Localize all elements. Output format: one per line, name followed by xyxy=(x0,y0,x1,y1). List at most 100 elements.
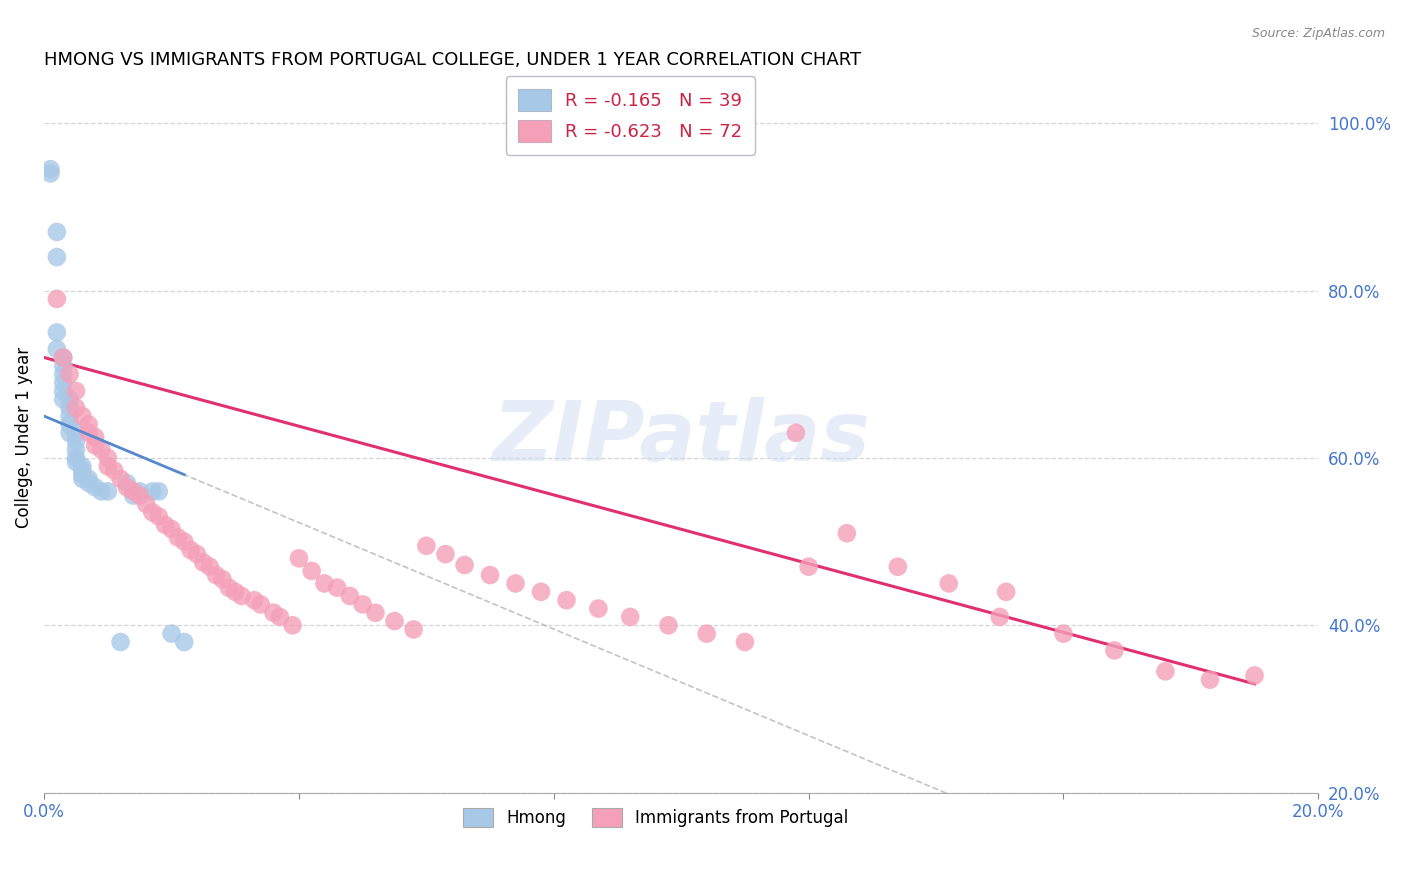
Point xyxy=(505,576,527,591)
Point xyxy=(97,484,120,499)
Point xyxy=(65,434,87,449)
Point xyxy=(135,497,157,511)
Point xyxy=(115,480,138,494)
Point xyxy=(65,455,87,469)
Point xyxy=(173,534,195,549)
Point xyxy=(657,618,679,632)
Point xyxy=(58,392,80,407)
Point xyxy=(58,409,80,423)
Point xyxy=(97,450,120,465)
Point xyxy=(415,539,437,553)
Point xyxy=(218,581,240,595)
Point xyxy=(52,376,75,390)
Point xyxy=(52,384,75,398)
Point xyxy=(52,392,75,407)
Point xyxy=(52,359,75,373)
Point xyxy=(58,417,80,432)
Point xyxy=(434,547,457,561)
Point xyxy=(65,442,87,457)
Point xyxy=(103,463,125,477)
Point xyxy=(45,225,67,239)
Point xyxy=(193,556,215,570)
Point xyxy=(115,476,138,491)
Point xyxy=(1199,673,1222,687)
Text: HMONG VS IMMIGRANTS FROM PORTUGAL COLLEGE, UNDER 1 YEAR CORRELATION CHART: HMONG VS IMMIGRANTS FROM PORTUGAL COLLEG… xyxy=(44,51,862,69)
Point xyxy=(122,489,145,503)
Point xyxy=(72,472,94,486)
Point xyxy=(588,601,610,615)
Point xyxy=(314,576,336,591)
Point xyxy=(269,610,291,624)
Point xyxy=(65,401,87,415)
Point xyxy=(84,430,107,444)
Point xyxy=(90,442,112,457)
Point xyxy=(453,558,475,572)
Point xyxy=(122,484,145,499)
Point xyxy=(173,635,195,649)
Point xyxy=(262,606,284,620)
Point xyxy=(160,626,183,640)
Point xyxy=(281,618,304,632)
Point xyxy=(384,614,406,628)
Point xyxy=(249,598,271,612)
Point xyxy=(148,509,170,524)
Point xyxy=(186,547,208,561)
Point xyxy=(205,568,228,582)
Point xyxy=(797,559,820,574)
Legend: Hmong, Immigrants from Portugal: Hmong, Immigrants from Portugal xyxy=(457,802,855,834)
Point xyxy=(72,467,94,482)
Point xyxy=(45,250,67,264)
Point xyxy=(1052,626,1074,640)
Point xyxy=(153,517,176,532)
Point xyxy=(141,505,163,519)
Point xyxy=(58,368,80,382)
Point xyxy=(84,438,107,452)
Point xyxy=(288,551,311,566)
Point xyxy=(160,522,183,536)
Point xyxy=(72,409,94,423)
Point xyxy=(224,584,246,599)
Point xyxy=(734,635,756,649)
Point xyxy=(58,401,80,415)
Point xyxy=(84,480,107,494)
Point xyxy=(110,635,132,649)
Point xyxy=(65,384,87,398)
Point xyxy=(39,162,62,177)
Point xyxy=(198,559,221,574)
Text: Source: ZipAtlas.com: Source: ZipAtlas.com xyxy=(1251,27,1385,40)
Point xyxy=(339,589,361,603)
Point xyxy=(58,425,80,440)
Point xyxy=(530,584,553,599)
Point xyxy=(995,584,1018,599)
Point xyxy=(45,292,67,306)
Text: ZIPatlas: ZIPatlas xyxy=(492,397,870,477)
Point xyxy=(1104,643,1126,657)
Point xyxy=(1154,665,1177,679)
Point xyxy=(52,368,75,382)
Point xyxy=(77,425,100,440)
Point xyxy=(364,606,387,620)
Point xyxy=(39,166,62,180)
Point xyxy=(141,484,163,499)
Point xyxy=(72,463,94,477)
Point xyxy=(696,626,718,640)
Point xyxy=(167,530,190,544)
Point xyxy=(938,576,960,591)
Point xyxy=(1243,668,1265,682)
Point xyxy=(128,484,150,499)
Point xyxy=(180,543,202,558)
Point xyxy=(52,351,75,365)
Point xyxy=(326,581,349,595)
Point xyxy=(97,459,120,474)
Point xyxy=(301,564,323,578)
Point xyxy=(77,476,100,491)
Point xyxy=(52,351,75,365)
Point xyxy=(77,472,100,486)
Point xyxy=(148,484,170,499)
Point xyxy=(72,459,94,474)
Point xyxy=(77,417,100,432)
Point xyxy=(90,484,112,499)
Point xyxy=(45,342,67,356)
Point xyxy=(402,623,425,637)
Point xyxy=(65,450,87,465)
